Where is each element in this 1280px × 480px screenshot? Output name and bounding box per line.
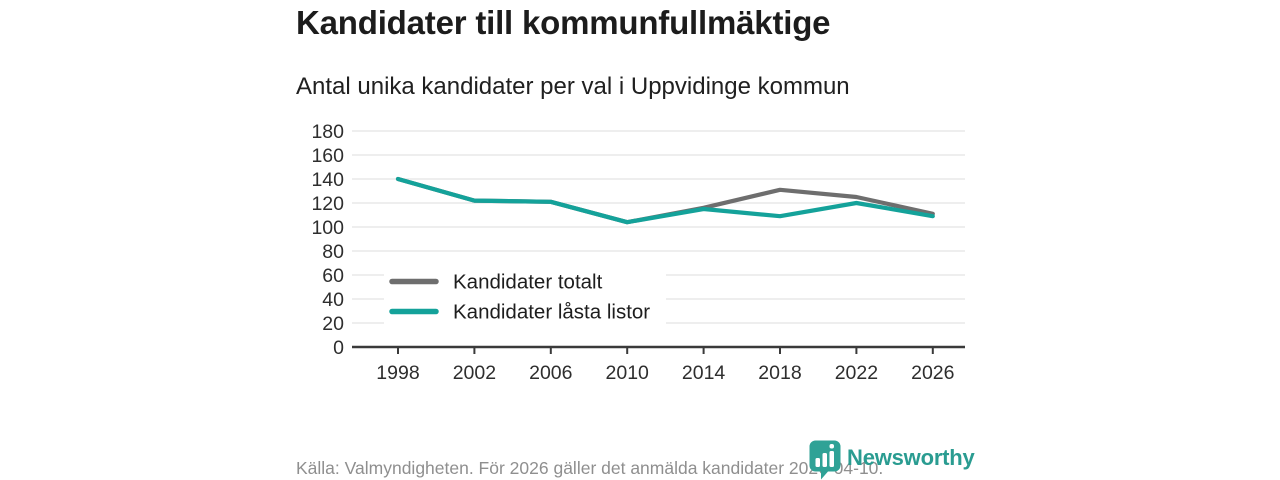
y-axis-tick-label: 40 bbox=[322, 289, 344, 311]
bar-medium bbox=[822, 453, 827, 467]
y-axis-tick-label: 120 bbox=[311, 193, 344, 215]
x-axis-tick-label: 2006 bbox=[529, 362, 572, 384]
brand-name: Newsworthy bbox=[847, 445, 975, 470]
x-axis-tick-label: 2014 bbox=[682, 362, 726, 384]
y-axis-tick-label: 80 bbox=[322, 241, 344, 263]
bar-small bbox=[815, 458, 820, 467]
y-axis-tick-label: 20 bbox=[322, 313, 344, 335]
y-axis-tick-label: 140 bbox=[311, 169, 344, 191]
x-axis-tick-label: 2022 bbox=[835, 362, 878, 384]
chart-title: Kandidater till kommunfullmäktige bbox=[296, 4, 831, 41]
y-axis-tick-label: 0 bbox=[333, 337, 344, 359]
x-axis-tick-label: 2010 bbox=[606, 362, 650, 384]
x-axis-tick-label: 2018 bbox=[758, 362, 801, 384]
bar-chart-speech-bubble-icon bbox=[809, 440, 841, 480]
legend-label: Kandidater totalt bbox=[453, 271, 603, 294]
y-axis-tick-label: 60 bbox=[322, 265, 344, 287]
legend-box bbox=[384, 262, 666, 332]
y-axis-tick-label: 180 bbox=[311, 121, 344, 143]
legend-label: Kandidater låsta listor bbox=[453, 301, 650, 324]
chart-subtitle: Antal unika kandidater per val i Uppvidi… bbox=[296, 73, 850, 100]
series-line bbox=[395, 176, 935, 225]
x-axis-tick-label: 1998 bbox=[376, 362, 419, 384]
source-note: Källa: Valmyndigheten. För 2026 gäller d… bbox=[296, 458, 884, 478]
x-axis-tick-label: 2002 bbox=[453, 362, 496, 384]
x-axis-tick-label: 2026 bbox=[911, 362, 954, 384]
y-axis-tick-label: 100 bbox=[311, 217, 344, 239]
newsworthy-logo[interactable]: Newsworthy bbox=[808, 438, 1008, 480]
bar-dot bbox=[829, 444, 834, 449]
bar-tall bbox=[829, 451, 834, 467]
y-axis-tick-label: 160 bbox=[311, 145, 344, 167]
